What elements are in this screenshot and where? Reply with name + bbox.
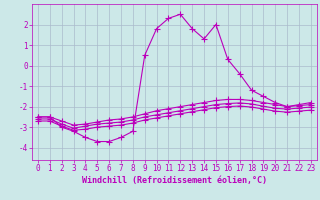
X-axis label: Windchill (Refroidissement éolien,°C): Windchill (Refroidissement éolien,°C) — [82, 176, 267, 185]
